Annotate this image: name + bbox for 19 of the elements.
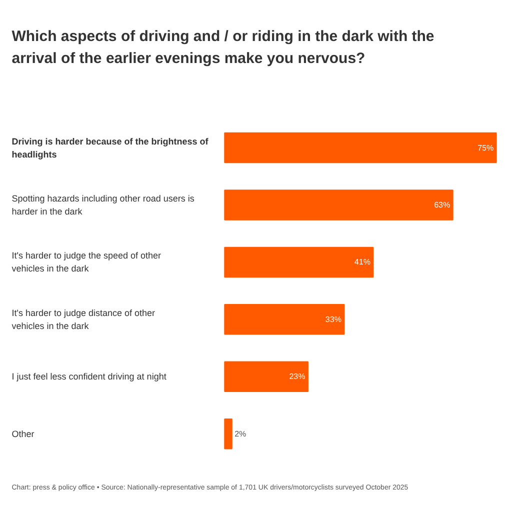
y-tick-label: I just feel less confident driving at night	[12, 372, 167, 382]
data-label: 33%	[325, 314, 342, 324]
y-tick-label: It's harder to judge distance of other vehicles in the dark	[12, 308, 156, 331]
data-label: 75%	[478, 143, 494, 152]
y-tick-label: It's harder to judge the speed of other vehicles in the dark	[12, 250, 162, 274]
data-label: 2%	[234, 429, 246, 438]
y-tick-label: Spotting hazards including other road users is harder in the dark	[12, 194, 195, 217]
bar	[224, 304, 345, 335]
y-tick-label: Other	[12, 428, 34, 439]
bar	[224, 132, 497, 164]
bar	[224, 361, 308, 392]
y-tick-label: Driving is harder because of the brightness of headlights	[12, 136, 210, 160]
data-label: 63%	[434, 200, 450, 210]
bar	[224, 246, 374, 278]
data-label: 23%	[289, 372, 306, 382]
bar	[224, 190, 454, 220]
bar	[224, 418, 232, 450]
data-label: 41%	[354, 258, 370, 267]
chart-title: Which aspects of driving and / or riding in the dark with the arrival of the earlier evenings make you nervous?	[12, 28, 434, 68]
